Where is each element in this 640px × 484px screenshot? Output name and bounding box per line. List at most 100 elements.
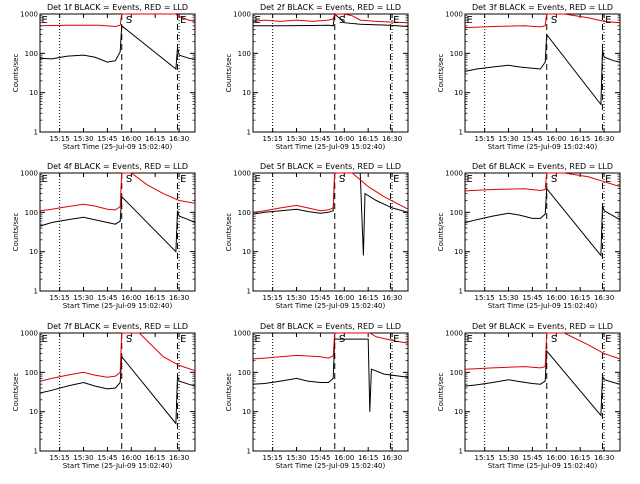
y-tick-label: 100 bbox=[238, 209, 251, 217]
x-tick-label: 15:30 bbox=[286, 135, 306, 143]
panel-title: Det 2f BLACK = Events, RED = LLD bbox=[260, 3, 401, 12]
y-tick-label: 100 bbox=[25, 209, 38, 217]
series-line bbox=[40, 332, 196, 382]
x-tick-label: 15:15 bbox=[50, 294, 70, 302]
x-tick-label: 16:00 bbox=[334, 454, 354, 462]
panel-title: Det 7f BLACK = Events, RED = LLD bbox=[47, 322, 188, 331]
series-line bbox=[465, 172, 621, 192]
x-tick-label: 15:15 bbox=[50, 135, 70, 143]
interval-marker-label: S bbox=[551, 174, 557, 185]
x-tick-label: 15:30 bbox=[498, 135, 518, 143]
x-tick-label: 15:30 bbox=[286, 294, 306, 302]
chart-panel: Det 3f BLACK = Events, RED = LLD 1 10 100 10… bbox=[437, 3, 621, 151]
plot-frame bbox=[39, 13, 196, 133]
x-tick-label: 16:00 bbox=[121, 135, 141, 143]
x-axis-label: Start Time (25-Jul-09 15:02:40) bbox=[63, 143, 173, 151]
panel-title: Det 6f BLACK = Events, RED = LLD bbox=[472, 162, 613, 171]
interval-marker-label: E bbox=[180, 334, 186, 345]
interval-marker-label: S bbox=[339, 174, 345, 185]
x-axis-label: Start Time (25-Jul-09 15:02:40) bbox=[276, 302, 386, 310]
y-tick-label: 1 bbox=[34, 448, 38, 456]
x-tick-label: 15:45 bbox=[97, 135, 117, 143]
y-tick-label: 100 bbox=[238, 50, 251, 58]
x-tick-label: 15:15 bbox=[475, 135, 495, 143]
x-axis-label: Start Time (25-Jul-09 15:02:40) bbox=[276, 462, 386, 470]
plot-frame bbox=[464, 172, 621, 292]
interval-marker-label: S bbox=[339, 15, 345, 26]
interval-marker-label: E bbox=[467, 15, 473, 26]
x-tick-label: 15:15 bbox=[475, 294, 495, 302]
y-tick-label: 100 bbox=[238, 369, 251, 377]
panel-title: Det 8f BLACK = Events, RED = LLD bbox=[260, 322, 401, 331]
x-axis-label: Start Time (25-Jul-09 15:02:40) bbox=[276, 143, 386, 151]
series-line bbox=[253, 172, 409, 256]
x-tick-label: 16:30 bbox=[594, 294, 614, 302]
chart-panel: Det 6f BLACK = Events, RED = LLD 1 10 100 10… bbox=[437, 162, 621, 310]
plot-frame bbox=[464, 13, 621, 133]
y-tick-label: 1 bbox=[247, 288, 251, 296]
y-tick-label: 1000 bbox=[233, 170, 251, 178]
y-axis-label: Counts/sec bbox=[225, 213, 233, 252]
series-line bbox=[40, 13, 196, 28]
y-axis-label: Counts/sec bbox=[437, 373, 445, 412]
y-tick-label: 10 bbox=[29, 248, 38, 256]
x-tick-label: 16:30 bbox=[169, 294, 189, 302]
y-tick-label: 1 bbox=[459, 288, 463, 296]
y-tick-label: 1 bbox=[247, 129, 251, 137]
x-tick-label: 15:15 bbox=[263, 454, 283, 462]
interval-marker-label: S bbox=[126, 15, 132, 26]
x-tick-label: 15:30 bbox=[73, 135, 93, 143]
interval-marker-label: E bbox=[393, 15, 399, 26]
y-tick-label: 1000 bbox=[233, 330, 251, 338]
series-line bbox=[253, 172, 409, 213]
interval-marker-label: E bbox=[467, 174, 473, 185]
series-line bbox=[253, 338, 409, 412]
plot-frame bbox=[252, 13, 409, 133]
interval-marker-label: E bbox=[605, 334, 611, 345]
x-tick-label: 16:30 bbox=[594, 454, 614, 462]
chart-panel: Det 4f BLACK = Events, RED = LLD 1 10 100 10… bbox=[12, 162, 196, 310]
panel-title: Det 3f BLACK = Events, RED = LLD bbox=[472, 3, 613, 12]
panel-title: Det 5f BLACK = Events, RED = LLD bbox=[260, 162, 401, 171]
series-line bbox=[253, 12, 409, 27]
x-tick-label: 16:00 bbox=[121, 454, 141, 462]
x-tick-label: 15:15 bbox=[475, 454, 495, 462]
x-axis-label: Start Time (25-Jul-09 15:02:40) bbox=[63, 302, 173, 310]
y-tick-label: 100 bbox=[25, 369, 38, 377]
series-line bbox=[253, 332, 409, 360]
x-tick-label: 16:15 bbox=[358, 454, 378, 462]
interval-marker-label: E bbox=[42, 334, 48, 345]
x-tick-label: 16:15 bbox=[145, 135, 165, 143]
y-tick-label: 10 bbox=[454, 408, 463, 416]
interval-marker-label: E bbox=[180, 15, 186, 26]
chart-panel: Det 1f BLACK = Events, RED = LLD 1 10 100 10… bbox=[12, 3, 196, 151]
y-tick-label: 100 bbox=[450, 50, 463, 58]
y-tick-label: 1 bbox=[459, 448, 463, 456]
y-tick-label: 1 bbox=[34, 288, 38, 296]
interval-marker-label: S bbox=[126, 174, 132, 185]
x-tick-label: 16:15 bbox=[570, 454, 590, 462]
series-line bbox=[465, 33, 621, 106]
interval-marker-label: E bbox=[255, 15, 261, 26]
y-axis-label: Counts/sec bbox=[437, 54, 445, 93]
y-tick-label: 100 bbox=[450, 209, 463, 217]
y-tick-label: 1 bbox=[247, 448, 251, 456]
interval-marker-label: S bbox=[551, 15, 557, 26]
y-tick-label: 100 bbox=[450, 369, 463, 377]
series-line bbox=[40, 195, 196, 253]
x-tick-label: 16:15 bbox=[145, 454, 165, 462]
x-tick-label: 16:30 bbox=[382, 135, 402, 143]
y-tick-label: 1000 bbox=[20, 170, 38, 178]
x-tick-label: 16:00 bbox=[121, 294, 141, 302]
x-tick-label: 16:30 bbox=[382, 454, 402, 462]
y-axis-label: Counts/sec bbox=[225, 54, 233, 93]
interval-marker-label: E bbox=[467, 334, 473, 345]
series-line bbox=[465, 349, 621, 417]
x-axis-label: Start Time (25-Jul-09 15:02:40) bbox=[488, 143, 598, 151]
y-tick-label: 10 bbox=[242, 89, 251, 97]
x-tick-label: 15:45 bbox=[310, 294, 330, 302]
x-tick-label: 16:15 bbox=[570, 294, 590, 302]
x-axis-label: Start Time (25-Jul-09 15:02:40) bbox=[63, 462, 173, 470]
x-axis-label: Start Time (25-Jul-09 15:02:40) bbox=[488, 462, 598, 470]
